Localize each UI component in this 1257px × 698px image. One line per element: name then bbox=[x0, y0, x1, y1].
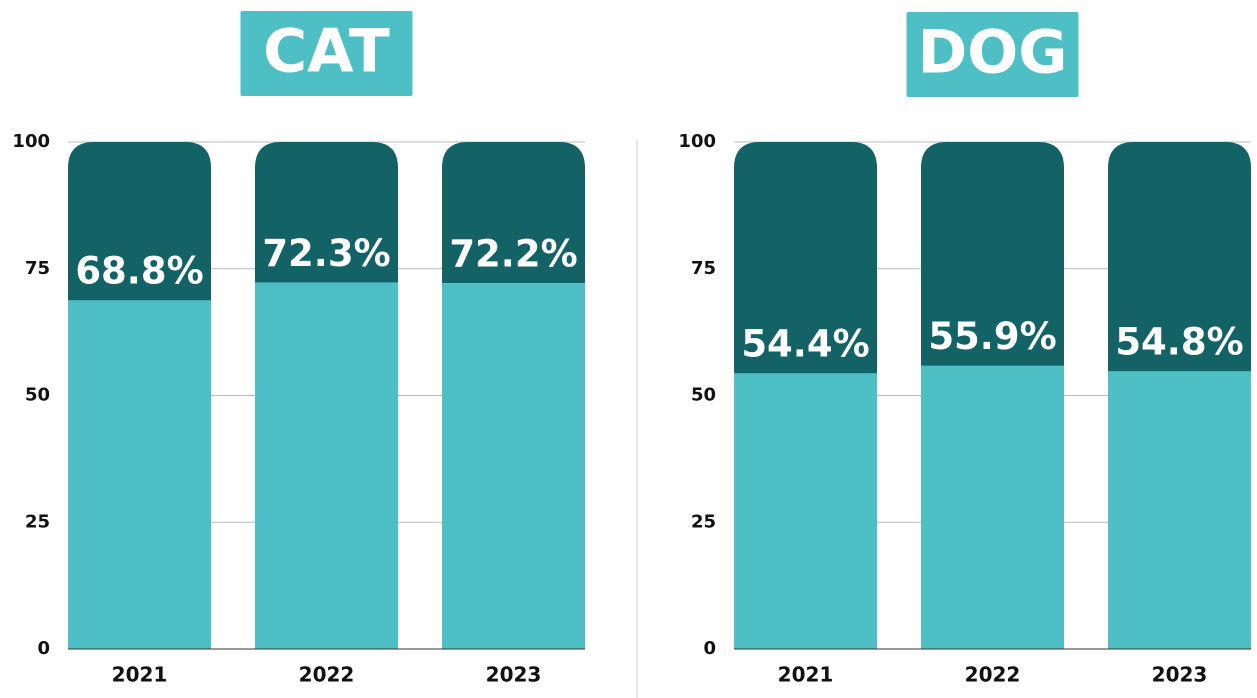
chart: CAT 0 25 50 75 100 68.8% 2021 72.3% 2022 72.2% 2023… bbox=[0, 0, 1257, 698]
value-label: 54.4% bbox=[741, 323, 869, 366]
y-tick-label: 0 bbox=[37, 638, 50, 659]
chart-title: CAT bbox=[263, 17, 390, 87]
bar bbox=[442, 283, 585, 649]
x-tick-label: 2023 bbox=[1152, 663, 1208, 687]
chart-title: DOG bbox=[917, 18, 1067, 88]
y-tick-label: 50 bbox=[25, 385, 50, 406]
value-label: 68.8% bbox=[75, 250, 203, 293]
value-label: 54.8% bbox=[1115, 321, 1243, 364]
y-tick-label: 100 bbox=[12, 131, 50, 152]
y-tick-label: 100 bbox=[678, 131, 716, 152]
bar bbox=[68, 300, 211, 649]
value-label: 72.3% bbox=[262, 232, 390, 275]
x-tick-label: 2021 bbox=[778, 663, 834, 687]
y-tick-label: 50 bbox=[691, 385, 716, 406]
bar bbox=[255, 282, 398, 649]
x-tick-label: 2021 bbox=[112, 663, 168, 687]
bar bbox=[921, 366, 1064, 649]
bar bbox=[734, 373, 877, 649]
y-tick-label: 0 bbox=[703, 638, 716, 659]
value-label: 55.9% bbox=[928, 315, 1056, 358]
y-tick-label: 25 bbox=[691, 511, 716, 532]
bar bbox=[1108, 371, 1251, 649]
x-tick-label: 2023 bbox=[486, 663, 542, 687]
y-tick-label: 25 bbox=[25, 511, 50, 532]
x-tick-label: 2022 bbox=[299, 663, 355, 687]
value-label: 72.2% bbox=[449, 232, 577, 275]
y-tick-label: 75 bbox=[25, 258, 50, 279]
page: CAT 0 25 50 75 100 68.8% 2021 72.3% 2022 72.2% 2023… bbox=[0, 0, 1257, 698]
y-tick-label: 75 bbox=[691, 258, 716, 279]
x-tick-label: 2022 bbox=[965, 663, 1021, 687]
